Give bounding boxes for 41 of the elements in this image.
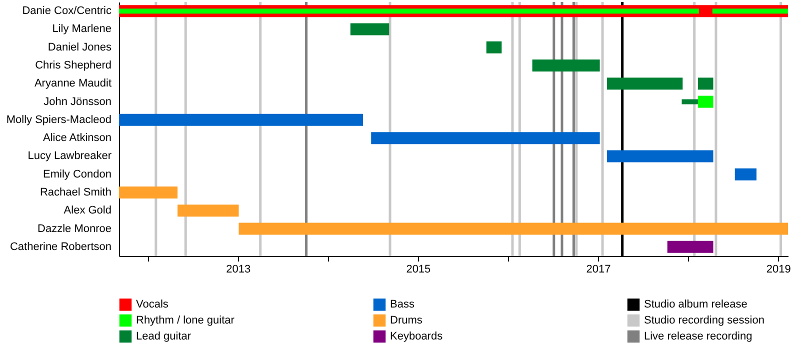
bar [119, 114, 364, 126]
legend-label: Keyboards [390, 330, 444, 342]
y-tick-label: Molly Spiers-Macleod [6, 114, 112, 126]
bar [712, 8, 788, 14]
bar [178, 204, 239, 217]
y-tick-label: Lucy Lawbreaker [28, 150, 112, 162]
y-tick-label: John Jönsson [44, 96, 112, 108]
y-tick-label: Daniel Jones [48, 41, 112, 54]
legend-label: Drums [390, 314, 423, 326]
legend-label: Studio album release [644, 298, 748, 311]
bar [734, 168, 756, 180]
x-tick-label: 2015 [406, 264, 431, 276]
bar [350, 23, 390, 36]
y-tick-label: Alice Atkinson [43, 132, 112, 144]
bar [371, 132, 600, 144]
y-tick-label: Catherine Robertson [10, 240, 112, 253]
y-tick-label: Rachael Smith [40, 186, 112, 198]
legend-label: Bass [390, 298, 415, 311]
y-tick-label: Danie Cox/Centric [22, 5, 112, 18]
legend-label: Live release recording [644, 330, 752, 342]
x-tick-label: 2019 [766, 264, 791, 276]
legend-label: Vocals [136, 298, 169, 311]
legend-label: Studio recording session [644, 314, 764, 326]
y-tick-label: Chris Shepherd [35, 60, 112, 72]
legend-label: Lead guitar [136, 330, 192, 342]
bar [607, 78, 683, 90]
bar [607, 150, 714, 162]
y-tick-label: Lily Marlene [52, 23, 112, 36]
bar [238, 222, 788, 235]
x-tick-label: 2017 [586, 264, 611, 276]
y-tick-label: Alex Gold [64, 204, 112, 217]
y-tick-label: Emily Condon [43, 168, 112, 180]
x-tick-label: 2013 [226, 264, 251, 276]
bar [119, 186, 178, 198]
legend-label: Rhythm / lone guitar [136, 314, 235, 326]
y-tick-label: Aryanne Maudit [34, 78, 112, 90]
y-tick-label: Dazzle Monroe [38, 222, 112, 235]
bar [667, 240, 714, 253]
bar [532, 60, 600, 72]
bar [486, 41, 502, 54]
bar [698, 78, 714, 90]
